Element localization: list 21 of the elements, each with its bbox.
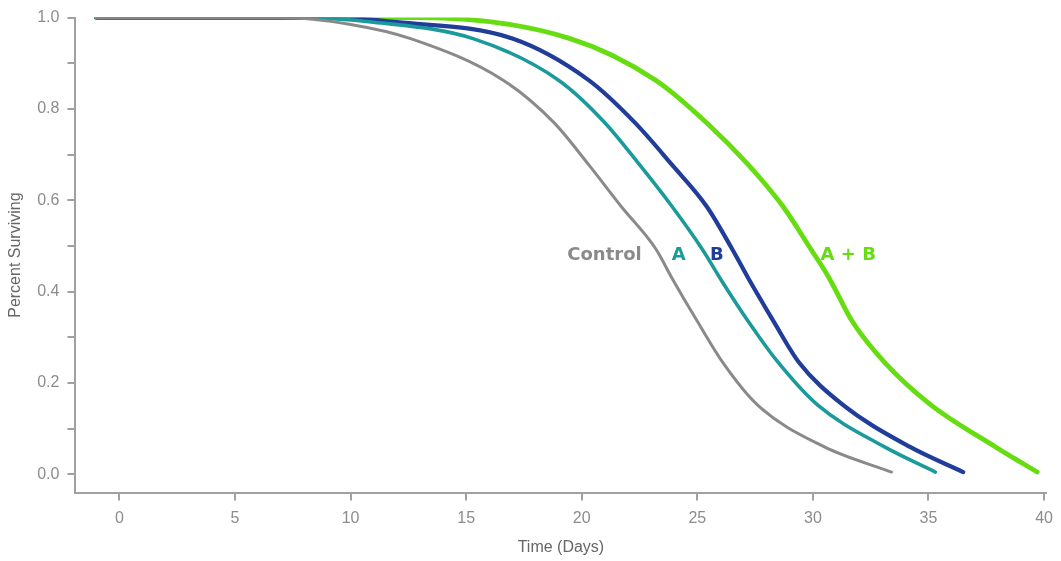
x-tick-label: 35 <box>919 508 938 526</box>
y-tick-label: 0.0 <box>37 464 60 482</box>
x-tick-label: 30 <box>803 508 822 526</box>
x-axis-title: Time (Days) <box>517 537 605 555</box>
y-tick-label: 0.6 <box>37 190 60 208</box>
y-tick-label: 0.4 <box>37 282 60 300</box>
series-label: A <box>671 242 686 264</box>
x-tick-label: 0 <box>114 508 124 526</box>
series-label: A + B <box>820 242 876 264</box>
series-label: B <box>710 242 724 264</box>
y-tick-label: 0.8 <box>37 99 60 117</box>
x-tick-label: 10 <box>341 508 360 526</box>
y-axis-title: Percent Surviving <box>6 192 24 318</box>
y-tick-label: 1.0 <box>37 8 60 26</box>
x-tick-label: 20 <box>572 508 591 526</box>
x-tick-label: 40 <box>1035 508 1054 526</box>
series-label: Control <box>567 242 642 264</box>
y-tick-label: 0.2 <box>37 373 60 391</box>
x-tick-label: 5 <box>230 508 240 526</box>
x-tick-label: 15 <box>457 508 476 526</box>
x-tick-label: 25 <box>688 508 707 526</box>
